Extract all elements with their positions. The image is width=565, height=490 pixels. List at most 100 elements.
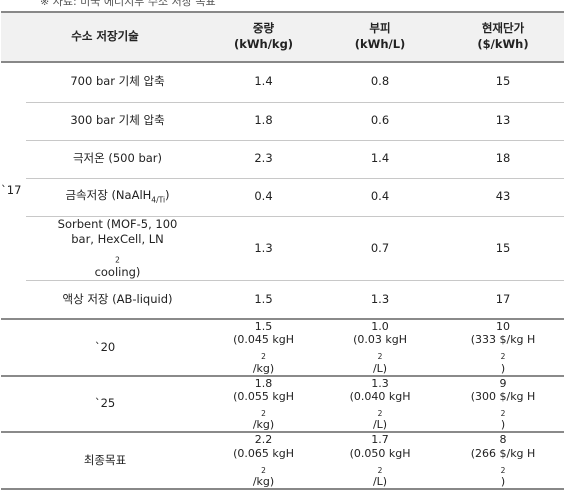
- tech-cell: 700 bar 기체 압축: [26, 62, 210, 103]
- cost-cell: 43: [442, 178, 565, 217]
- tech-cell: 300 bar 기체 압축: [26, 102, 210, 141]
- header-cost-label: 현재단가: [481, 21, 525, 36]
- cost-sub-text: (300 $/kg H: [470, 389, 536, 403]
- volume-sub: (0.050 kgH 2/L): [318, 447, 442, 489]
- weight-cell: 1.8: [209, 102, 319, 141]
- header-volume-label: 부피: [369, 21, 391, 36]
- cost-main: 9: [499, 376, 507, 390]
- cost-main: 10: [496, 319, 511, 333]
- target-row-2020: `20 1.5 (0.045 kgH 2/kg) 1.0 (0.03 kgH 2/L…: [1, 318, 565, 377]
- table-row: 300 bar 기체 압축 1.8 0.6 13: [1, 102, 565, 141]
- weight-sub-text: (0.045 kgH: [233, 333, 294, 347]
- weight-cell: 1.5 (0.045 kgH 2/kg): [209, 318, 319, 377]
- target-row-final: 최종목표 2.2 (0.065 kgH 2/kg) 1.7 (0.050 kgH 2…: [1, 432, 565, 490]
- hydrogen-storage-table: 수소 저장기술 중량 (kWh/kg) 부피 (kWh/L) 현재단가 ($/k…: [1, 11, 565, 490]
- volume-cell: 0.4: [318, 178, 443, 217]
- volume-sub-end: /L): [372, 361, 388, 375]
- header-weight: 중량 (kWh/kg): [209, 11, 319, 63]
- caption-fragment: ※ 자료: 미국 에너지부 수소 저장 목표: [40, 0, 216, 8]
- cost-cell: 17: [442, 280, 565, 320]
- weight-cell: 1.3: [209, 216, 319, 282]
- cost-cell: 15: [442, 62, 565, 103]
- volume-cell: 1.4: [318, 140, 443, 179]
- weight-sub: (0.065 kgH 2/kg): [209, 447, 318, 489]
- header-weight-label: 중량: [252, 21, 275, 36]
- tech-cell: 액상 저장 (AB-liquid): [26, 280, 210, 320]
- weight-cell: 2.2 (0.065 kgH 2/kg): [209, 432, 319, 490]
- tech-line-2-text: bar, HexCell, LN: [71, 232, 164, 247]
- table-row: 극저온 (500 bar) 2.3 1.4 18: [1, 140, 565, 179]
- volume-sub-end: /L): [372, 418, 388, 432]
- h2-subscript: 2: [500, 409, 506, 419]
- cost-sub-text: (266 $/kg H: [470, 446, 536, 460]
- tech-line-2-subscript: 2: [115, 254, 120, 264]
- volume-cell: 1.7 (0.050 kgH 2/L): [318, 432, 443, 490]
- cost-sub: (300 $/kg H 2): [442, 390, 564, 432]
- year-2017-label: `17: [1, 62, 26, 320]
- target-label: 최종목표: [1, 432, 210, 490]
- tech-line-1: Sorbent (MOF-5, 100: [57, 216, 178, 231]
- weight-sub-end: /kg): [252, 361, 275, 375]
- weight-sub-text: (0.065 kgH: [233, 446, 294, 460]
- weight-cell: 1.5: [209, 280, 319, 320]
- table-header-row: 수소 저장기술 중량 (kWh/kg) 부피 (kWh/L) 현재단가 ($/k…: [1, 11, 565, 63]
- volume-sub-text: (0.040 kgH: [349, 389, 411, 403]
- tech-line-2-end: cooling): [94, 264, 141, 279]
- h2-subscript: 2: [500, 352, 506, 362]
- volume-cell: 0.7: [318, 216, 443, 282]
- header-volume: 부피 (kWh/L): [318, 11, 443, 63]
- cost-cell: 13: [442, 102, 565, 141]
- cost-cell: 8 (266 $/kg H 2): [442, 432, 565, 490]
- cost-sub-end: ): [500, 361, 506, 375]
- tech-text: 금속저장 (NaAlH: [65, 188, 152, 203]
- weight-sub: (0.045 kgH 2/kg): [209, 333, 318, 375]
- header-weight-unit: (kWh/kg): [233, 37, 294, 51]
- cost-sub-text: (333 $/kg H: [470, 333, 536, 347]
- tech-cell: 금속저장 (NaAlH4/Ti): [26, 178, 210, 217]
- tech-text-end: ): [165, 188, 170, 203]
- tech-subscript: 4/Ti: [151, 195, 166, 205]
- weight-cell: 1.4: [209, 62, 319, 103]
- table-row: 액상 저장 (AB-liquid) 1.5 1.3 17: [1, 280, 565, 320]
- header-tech: 수소 저장기술: [1, 11, 210, 63]
- cost-main: 8: [499, 433, 507, 447]
- weight-main: 2.2: [254, 433, 273, 447]
- h2-subscript: 2: [261, 466, 266, 476]
- volume-cell: 1.3: [318, 280, 443, 320]
- cost-cell: 10 (333 $/kg H 2): [442, 318, 565, 377]
- h2-subscript: 2: [261, 409, 266, 419]
- weight-main: 1.8: [254, 376, 273, 390]
- weight-sub-end: /kg): [252, 475, 275, 489]
- volume-cell: 0.8: [318, 62, 443, 103]
- tech-cell: Sorbent (MOF-5, 100 bar, HexCell, LN 2 co…: [26, 216, 210, 282]
- volume-main: 1.0: [371, 319, 389, 333]
- cost-sub: (333 $/kg H 2): [442, 333, 564, 375]
- header-cost: 현재단가 ($/kWh): [442, 11, 565, 63]
- table-row: 금속저장 (NaAlH4/Ti) 0.4 0.4 43: [1, 178, 565, 217]
- weight-sub-text: (0.055 kgH: [233, 389, 294, 403]
- target-label: `20: [1, 318, 210, 377]
- weight-cell: 2.3: [209, 140, 319, 179]
- header-volume-unit: (kWh/L): [354, 37, 406, 51]
- cost-sub-end: ): [500, 418, 506, 432]
- cost-sub: (266 $/kg H 2): [442, 447, 564, 489]
- weight-cell: 0.4: [209, 178, 319, 217]
- h2-subscript: 2: [500, 466, 506, 476]
- weight-sub: (0.055 kgH 2/kg): [209, 390, 318, 432]
- volume-cell: 1.0 (0.03 kgH 2/L): [318, 318, 443, 377]
- h2-subscript: 2: [261, 352, 266, 362]
- header-cost-unit: ($/kWh): [477, 37, 529, 51]
- volume-main: 1.3: [371, 376, 389, 390]
- weight-main: 1.5: [254, 319, 273, 333]
- h2-subscript: 2: [377, 466, 383, 476]
- volume-sub: (0.040 kgH 2/L): [318, 390, 442, 432]
- volume-sub-text: (0.03 kgH: [353, 333, 407, 347]
- volume-main: 1.7: [371, 433, 389, 447]
- cost-cell: 15: [442, 216, 565, 282]
- volume-sub-text: (0.050 kgH: [349, 446, 411, 460]
- volume-sub-end: /L): [372, 475, 388, 489]
- table-row: `17 700 bar 기체 압축 1.4 0.8 15: [1, 62, 565, 320]
- table-row: Sorbent (MOF-5, 100 bar, HexCell, LN 2 co…: [1, 216, 565, 282]
- volume-sub: (0.03 kgH 2/L): [318, 333, 442, 375]
- h2-subscript: 2: [377, 352, 383, 362]
